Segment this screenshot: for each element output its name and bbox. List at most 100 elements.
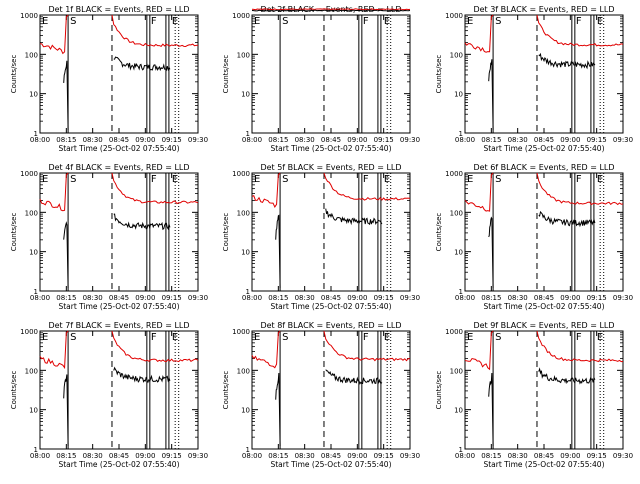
x-tick-label: 08:00	[30, 136, 50, 144]
events-series	[113, 366, 171, 384]
y-tick-label: 1000	[232, 328, 250, 336]
marker-label: E	[384, 16, 390, 27]
x-tick-label: 08:00	[455, 452, 475, 460]
x-tick-label: 09:00	[347, 294, 367, 302]
events-series-spike	[275, 372, 281, 446]
x-tick-label: 09:00	[560, 452, 580, 460]
marker-label: F	[363, 16, 369, 27]
events-series-spike	[63, 60, 69, 130]
marker-label: E	[172, 332, 178, 343]
y-tick-label: 10	[29, 91, 38, 99]
x-tick-label: 08:30	[83, 452, 103, 460]
x-tick-label: 08:00	[30, 452, 50, 460]
x-tick-label: 08:30	[83, 294, 103, 302]
y-axis-label: Counts/sec	[222, 213, 230, 252]
y-tick-label: 1000	[445, 170, 463, 178]
marker-label: S	[495, 332, 501, 343]
y-tick-label: 1	[246, 446, 250, 454]
x-tick-label: 08:45	[534, 136, 554, 144]
events-series	[538, 367, 596, 385]
marker-label: S	[70, 16, 76, 27]
marker-label: E	[172, 174, 178, 185]
marker-label: E	[42, 332, 48, 343]
chart-panel-8: Det 8f BLACK = Events, RED = LLD 1 10 100 10…	[222, 321, 420, 469]
x-tick-label: 08:45	[534, 452, 554, 460]
events-series	[538, 52, 596, 70]
marker-label: E	[254, 174, 260, 185]
events-series	[251, 9, 411, 12]
x-tick-label: 08:15	[268, 294, 288, 302]
marker-label: E	[467, 174, 473, 185]
y-tick-label: 1	[459, 446, 463, 454]
y-tick-label: 1000	[20, 328, 38, 336]
marker-label: F	[151, 16, 157, 27]
events-series-spike	[488, 59, 494, 130]
y-axis-label: Counts/sec	[435, 371, 443, 410]
x-axis-label: Start Time (25-Oct-02 07:55:40)	[270, 460, 391, 469]
x-tick-label: 09:00	[560, 294, 580, 302]
y-axis-label: Counts/sec	[10, 55, 18, 94]
y-tick-label: 1	[34, 130, 38, 138]
marker-label: F	[576, 174, 582, 185]
chart-panel-6: Det 6f BLACK = Events, RED = LLD 1 10 100 10…	[435, 163, 633, 311]
x-tick-label: 09:30	[400, 136, 420, 144]
x-tick-label: 08:15	[56, 452, 76, 460]
y-axis-label: Counts/sec	[222, 371, 230, 410]
y-tick-label: 10	[241, 407, 250, 415]
x-tick-label: 09:00	[347, 452, 367, 460]
lld-series	[464, 14, 494, 53]
marker-label: S	[70, 332, 76, 343]
x-tick-label: 08:30	[508, 452, 528, 460]
x-tick-label: 08:30	[295, 294, 315, 302]
x-tick-label: 09:15	[587, 452, 607, 460]
x-tick-label: 09:00	[135, 452, 155, 460]
x-axis-label: Start Time (25-Oct-02 07:55:40)	[58, 302, 179, 311]
lld-series	[39, 330, 69, 370]
events-series	[325, 369, 383, 385]
plot-frame	[39, 14, 199, 134]
marker-label: E	[384, 174, 390, 185]
lld-series	[251, 330, 281, 369]
x-tick-label: 09:15	[162, 136, 182, 144]
marker-label: S	[495, 174, 501, 185]
y-tick-label: 100	[25, 209, 38, 217]
events-series-spike	[63, 221, 69, 288]
x-tick-label: 08:45	[321, 294, 341, 302]
lld-series	[464, 172, 494, 212]
x-tick-label: 09:30	[188, 452, 208, 460]
marker-label: E	[467, 16, 473, 27]
marker-label: S	[495, 16, 501, 27]
x-axis-label: Start Time (25-Oct-02 07:55:40)	[483, 302, 604, 311]
x-tick-label: 08:15	[481, 136, 501, 144]
x-tick-label: 08:30	[508, 294, 528, 302]
x-tick-label: 09:00	[560, 136, 580, 144]
y-tick-label: 1000	[232, 12, 250, 20]
y-tick-label: 1	[34, 446, 38, 454]
y-tick-label: 10	[454, 91, 463, 99]
x-tick-label: 08:15	[268, 452, 288, 460]
y-tick-label: 100	[450, 51, 463, 59]
lld-series	[39, 14, 69, 55]
y-tick-label: 100	[237, 209, 250, 217]
chart-title: Det 1f BLACK = Events, RED = LLD	[48, 5, 189, 14]
x-tick-label: 09:00	[135, 294, 155, 302]
x-tick-label: 08:00	[242, 136, 262, 144]
x-axis-label: Start Time (25-Oct-02 07:55:40)	[483, 144, 604, 153]
x-tick-label: 09:30	[613, 452, 633, 460]
events-series	[113, 56, 171, 72]
events-series-spike	[488, 373, 494, 446]
lld-series	[39, 172, 69, 212]
y-tick-label: 1	[34, 288, 38, 296]
marker-label: E	[597, 174, 603, 185]
x-tick-label: 08:30	[295, 452, 315, 460]
events-series-spike	[63, 374, 69, 446]
x-tick-label: 08:15	[481, 452, 501, 460]
marker-label: E	[254, 332, 260, 343]
y-tick-label: 10	[241, 91, 250, 99]
y-tick-label: 100	[450, 209, 463, 217]
x-axis-label: Start Time (25-Oct-02 07:55:40)	[58, 144, 179, 153]
x-tick-label: 08:00	[242, 294, 262, 302]
lld-series	[251, 172, 281, 208]
y-tick-label: 100	[25, 367, 38, 375]
